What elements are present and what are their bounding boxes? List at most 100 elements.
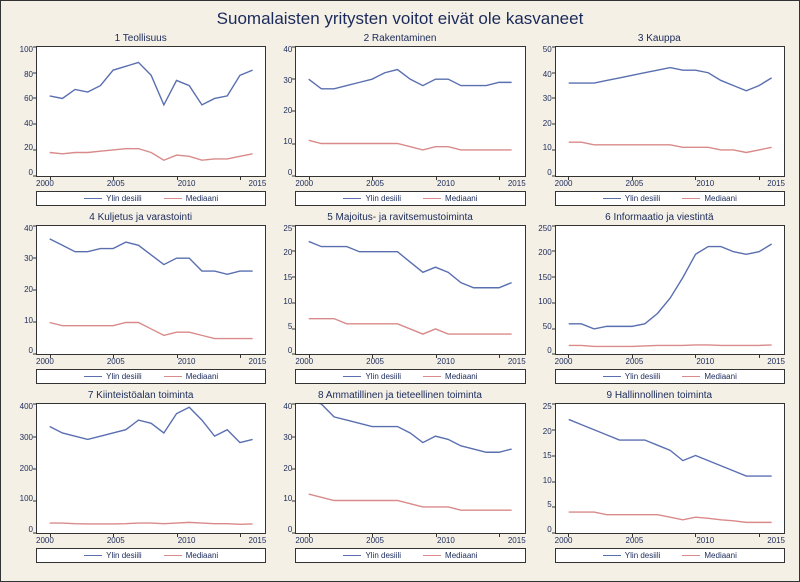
x-axis: 2000200520102015 <box>15 534 266 545</box>
legend-item-mediaani: Mediaani <box>164 551 218 560</box>
line-mediaani <box>50 322 253 338</box>
x-tick-label: 2000 <box>295 536 313 545</box>
line-ylin-desiili <box>568 420 771 477</box>
y-tick-label: 20 <box>274 465 292 473</box>
panel-title: 5 Majoitus- ja ravitsemustoiminta <box>274 212 525 223</box>
x-tick-label: 2005 <box>626 179 644 188</box>
panel-3: 3 Kauppa010203040502000200520102015Ylin … <box>534 33 785 206</box>
y-tick-label: 0 <box>274 347 292 355</box>
y-tick-label: 50 <box>534 323 552 331</box>
x-tick-label: 2005 <box>626 536 644 545</box>
x-tick-label: 2015 <box>249 179 267 188</box>
legend-item-mediaani: Mediaani <box>164 372 218 381</box>
y-tick-label: 25 <box>534 403 552 411</box>
legend: Ylin desiili Mediaani <box>36 548 266 563</box>
plot-wrap: 050100150200250 <box>534 225 785 356</box>
x-tick-label: 2015 <box>249 536 267 545</box>
figure: Suomalaisten yritysten voitot eivät ole … <box>0 0 800 582</box>
y-tick-label: 20 <box>274 107 292 115</box>
x-tick <box>436 354 437 358</box>
legend: Ylin desiili Mediaani <box>555 369 785 384</box>
y-tick-label: 25 <box>274 225 292 233</box>
legend: Ylin desiili Mediaani <box>295 369 525 384</box>
chart-lines <box>556 404 784 533</box>
plot-area <box>555 225 785 356</box>
y-tick-label: 0 <box>274 169 292 177</box>
legend-swatch <box>164 555 182 556</box>
legend-swatch <box>84 555 102 556</box>
legend: Ylin desiiliMediaani <box>555 191 785 206</box>
legend-label: Mediaani <box>704 372 736 381</box>
chart-lines <box>37 226 265 355</box>
y-tick-label: 40 <box>534 71 552 79</box>
x-tick <box>372 354 373 358</box>
plot-wrap: 0510152025 <box>534 403 785 534</box>
x-tick <box>309 176 310 180</box>
y-tick-label: 20 <box>15 286 33 294</box>
x-tick-label: 2000 <box>295 179 313 188</box>
legend-label: Mediaani <box>186 372 218 381</box>
y-tick-label: 40 <box>15 225 33 233</box>
line-mediaani <box>309 318 512 333</box>
y-tick-label: 20 <box>274 249 292 257</box>
legend: Ylin desiiliMediaani <box>295 191 525 206</box>
x-tick <box>177 354 178 358</box>
line-mediaani <box>568 142 771 152</box>
legend-label: Ylin desiili <box>106 551 142 560</box>
x-tick-label: 2000 <box>555 536 573 545</box>
legend-item-ylin-desiili: Ylin desiili <box>343 551 401 560</box>
x-tick-label: 2010 <box>437 357 455 366</box>
y-tick-label: 0 <box>534 169 552 177</box>
legend-label: Mediaani <box>445 372 477 381</box>
y-tick-label: 0 <box>15 347 33 355</box>
x-tick <box>113 176 114 180</box>
legend-label: Ylin desiili <box>365 372 401 381</box>
legend-item-ylin-desiili: Ylin desiili <box>343 194 401 203</box>
x-tick <box>759 533 760 537</box>
panel-title: 6 Informaatio ja viestintä <box>534 212 785 223</box>
legend-item-ylin-desiili: Ylin desiili <box>603 194 661 203</box>
legend-item-mediaani: Mediaani <box>164 194 218 203</box>
x-tick-label: 2005 <box>366 179 384 188</box>
legend-item-ylin-desiili: Ylin desiili <box>603 372 661 381</box>
x-tick <box>240 533 241 537</box>
legend: Ylin desiiliMediaani <box>555 548 785 563</box>
x-tick-label: 2005 <box>107 536 125 545</box>
legend-label: Ylin desiili <box>365 194 401 203</box>
x-tick-label: 2005 <box>107 179 125 188</box>
x-tick-label: 2000 <box>555 179 573 188</box>
legend-swatch <box>423 198 441 199</box>
panel-title: 3 Kauppa <box>534 33 785 44</box>
plot-wrap: 020406080100 <box>15 46 266 177</box>
y-tick-label: 10 <box>534 477 552 485</box>
plot-area <box>555 403 785 534</box>
x-tick <box>436 533 437 537</box>
panel-7: 7 Kiinteistöalan toiminta010020030040020… <box>15 390 266 563</box>
x-tick-label: 2015 <box>508 536 526 545</box>
y-tick-label: 60 <box>15 95 33 103</box>
x-tick <box>113 354 114 358</box>
y-tick-label: 5 <box>274 323 292 331</box>
line-ylin-desiili <box>309 404 512 452</box>
x-tick-label: 2015 <box>508 179 526 188</box>
x-tick <box>436 176 437 180</box>
x-tick <box>759 176 760 180</box>
line-ylin-desiili <box>50 239 253 274</box>
legend-swatch <box>603 376 621 377</box>
panel-title: 8 Ammatillinen ja tieteellinen toiminta <box>274 390 525 401</box>
y-tick-label: 0 <box>274 526 292 534</box>
panel-title: 4 Kuljetus ja varastointi <box>15 212 266 223</box>
x-tick-label: 2015 <box>249 357 267 366</box>
chart-lines <box>556 226 784 355</box>
legend-swatch <box>164 376 182 377</box>
x-tick-label: 2015 <box>767 536 785 545</box>
x-tick <box>568 176 569 180</box>
legend-label: Ylin desiili <box>106 194 142 203</box>
x-tick-label: 2010 <box>696 536 714 545</box>
x-axis: 2000200520102015 <box>274 355 525 366</box>
panel-8: 8 Ammatillinen ja tieteellinen toiminta 0… <box>274 390 525 563</box>
line-mediaani <box>50 149 253 161</box>
x-tick <box>309 533 310 537</box>
legend-swatch <box>84 376 102 377</box>
panel-title: 2 Rakentaminen <box>274 33 525 44</box>
